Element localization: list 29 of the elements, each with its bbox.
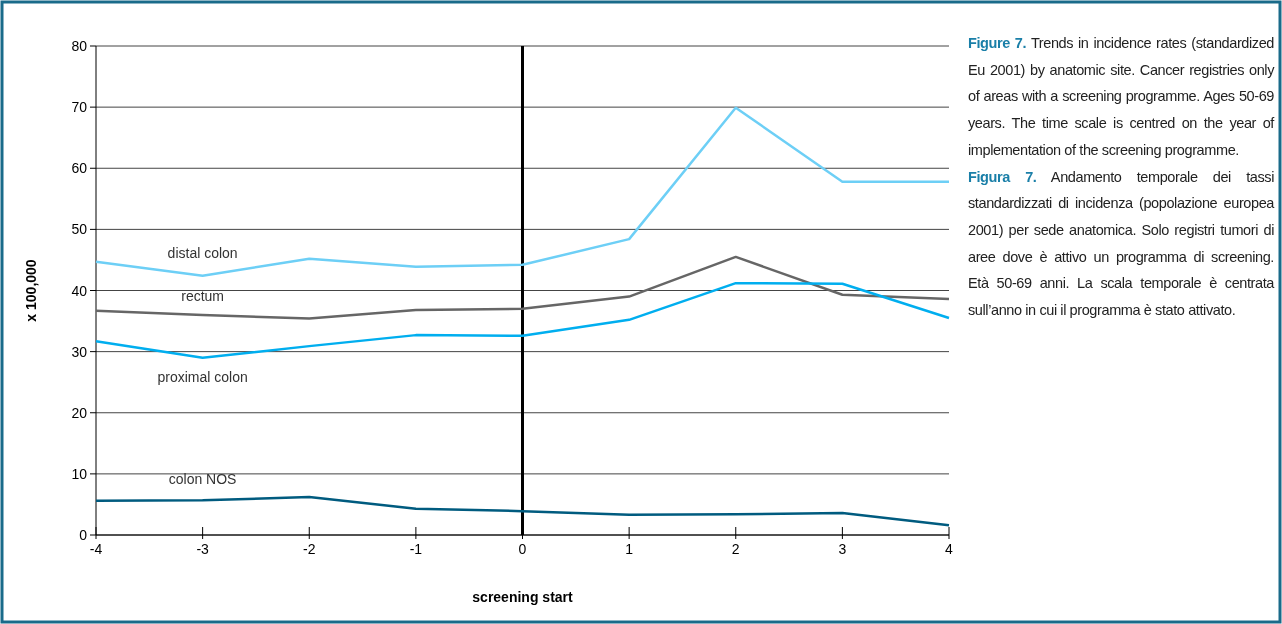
- y-tick-label: 50: [71, 221, 88, 238]
- text: Figura 7. Andamento temporale dei tassi standardizzati di incidenza (popolazione europea 2001) per sede anatomica. Solo registri tumori di aree dove è attivo un programma di screening. Età 50-69 anni. La scala temporale è centrata sull’anno in cui il programma è stato attivato.: [968, 167, 1274, 321]
- x-tick-label: -1: [409, 541, 423, 557]
- series-label: rectum: [181, 287, 225, 304]
- x-tick-label: -4: [89, 541, 103, 557]
- line-series: [94, 106, 951, 278]
- x-tick-label: 2: [731, 541, 740, 557]
- y-tick-label: 40: [71, 282, 88, 299]
- x-tick-label: -3: [196, 541, 210, 557]
- x-tick-label: 0: [518, 541, 527, 557]
- y-tick-label: 0: [79, 527, 88, 543]
- series-label: proximal colon: [157, 368, 248, 385]
- line-series: [94, 495, 951, 527]
- series-label: colon NOS: [168, 471, 237, 488]
- x-tick-label: 4: [945, 541, 954, 557]
- y-tick-label: 20: [71, 404, 88, 421]
- x-tick-label: -2: [303, 541, 316, 557]
- y-tick-label: 10: [71, 465, 88, 482]
- y-axis-title: x 100,000: [23, 259, 39, 322]
- caption: Figure 7. Trends in incidence rates (standardized Eu 2001) by anatomic site. Cancer registries only of areas with a screening programme. Ages 50-69 years. The time scale is centred on the year of implementation of the screening programme.: [968, 34, 1274, 160]
- x-tick-label: 1: [625, 541, 634, 557]
- x-tick-label: 3: [838, 541, 847, 557]
- y-tick-label: 60: [71, 160, 88, 177]
- x-axis-title: screening start: [472, 589, 574, 605]
- y-tick-label: 80: [71, 38, 88, 54]
- line-series: [94, 281, 951, 359]
- series-label: distal colon: [167, 244, 238, 261]
- y-tick-label: 70: [71, 99, 88, 116]
- y-tick-label: 30: [71, 343, 88, 360]
